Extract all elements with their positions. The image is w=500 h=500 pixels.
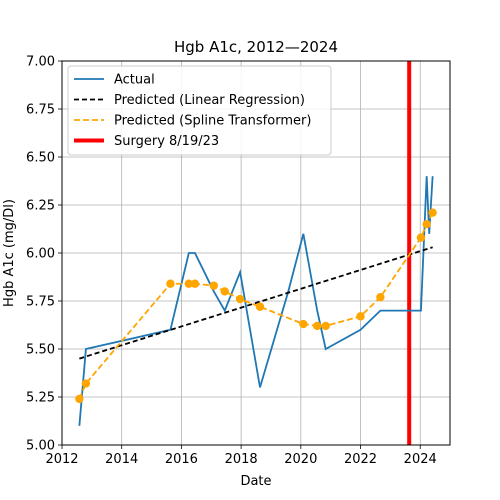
y-tick-label: 6.00	[26, 247, 55, 262]
spline-point	[256, 303, 264, 311]
spline-point	[221, 287, 229, 295]
y-tick-label: 5.50	[26, 343, 55, 358]
spline-point	[299, 320, 307, 328]
spline-point	[356, 312, 364, 320]
spline-point	[422, 220, 430, 228]
spline-point	[321, 322, 329, 330]
spline-point	[376, 293, 384, 301]
spline-point	[166, 280, 174, 288]
y-tick-label: 7.00	[26, 55, 55, 70]
y-axis-label: Hgb A1c (mg/Dl)	[2, 199, 17, 307]
x-tick-label: 2014	[105, 452, 138, 467]
legend-label: Predicted (Spline Transformer)	[114, 114, 311, 129]
legend-label: Predicted (Linear Regression)	[114, 93, 305, 108]
y-tick-label: 5.75	[26, 295, 55, 310]
spline-point	[236, 295, 244, 303]
legend-label: Surgery 8/19/23	[114, 134, 219, 149]
x-tick-label: 2020	[284, 452, 317, 467]
spline-point	[313, 322, 321, 330]
x-tick-label: 2024	[404, 452, 437, 467]
spline-point	[82, 379, 90, 387]
chart-title: Hgb A1c, 2012—2024	[174, 38, 338, 56]
x-tick-label: 2016	[165, 452, 198, 467]
spline-point	[210, 281, 218, 289]
x-axis-label: Date	[240, 474, 271, 489]
x-tick-label: 2018	[225, 452, 258, 467]
y-tick-label: 6.25	[26, 199, 55, 214]
spline-point	[417, 233, 425, 241]
x-tick-label: 2012	[45, 452, 78, 467]
y-tick-label: 5.25	[26, 391, 55, 406]
y-tick-label: 6.50	[26, 151, 55, 166]
y-tick-label: 6.75	[26, 103, 55, 118]
spline-point	[75, 395, 83, 403]
y-tick-label: 5.00	[26, 439, 55, 454]
spline-point	[428, 208, 436, 216]
legend: Actual Predicted (Linear Regression) Predi…	[68, 66, 331, 155]
spline-point	[191, 280, 199, 288]
legend-label: Actual	[114, 73, 155, 88]
x-tick-label: 2022	[344, 452, 377, 467]
